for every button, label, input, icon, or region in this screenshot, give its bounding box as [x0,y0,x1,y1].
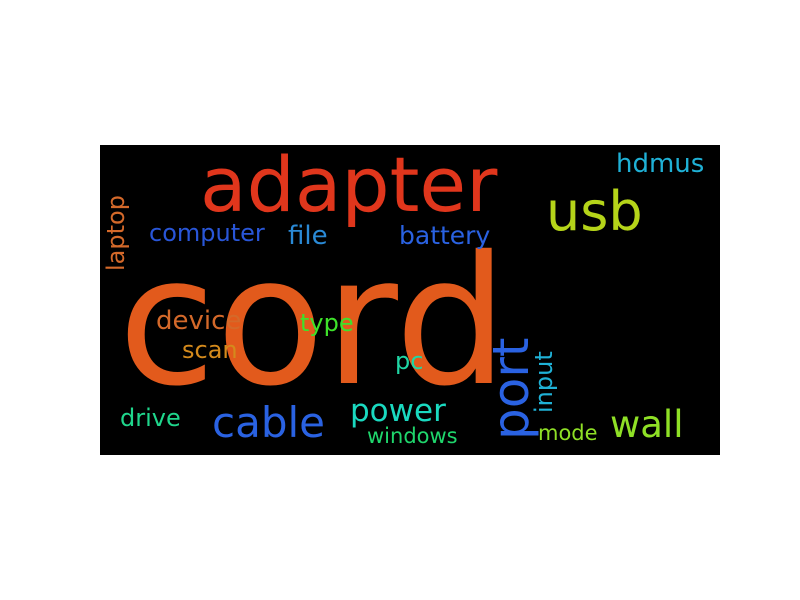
word-device: device [156,306,242,336]
word-computer: computer [149,219,265,247]
word-drive: drive [120,404,181,432]
word-scan: scan [182,336,238,364]
word-windows: windows [367,424,458,448]
word-usb: usb [546,180,643,243]
word-file: file [288,221,328,251]
word-battery: battery [399,221,491,250]
word-type: type [300,309,354,337]
word-cloud: cord adapter usb port cable power wall h… [100,145,720,455]
word-cable: cable [212,398,325,447]
word-laptop: laptop [102,195,130,271]
word-input: input [530,351,558,413]
word-pc: pc [395,347,424,375]
word-mode: mode [538,421,598,445]
word-wall: wall [610,403,684,446]
word-port: port [482,337,540,441]
word-power: power [350,393,446,429]
word-adapter: adapter [200,145,498,229]
word-hdmus: hdmus [616,149,705,179]
word-cord: cord [118,218,508,425]
